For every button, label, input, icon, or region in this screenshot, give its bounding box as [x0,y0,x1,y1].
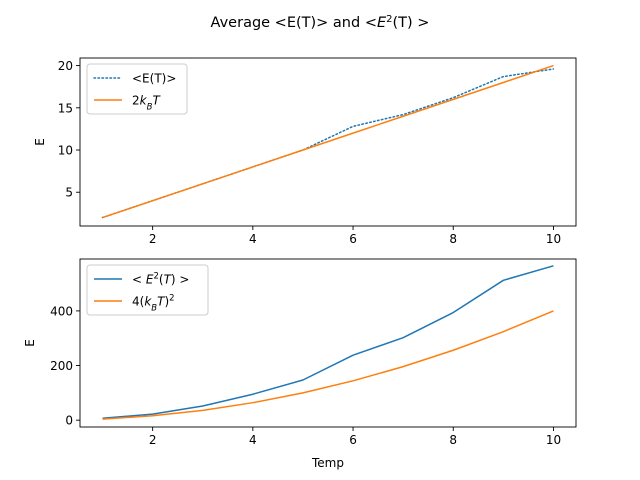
legend-label-part: E [146,273,154,287]
legend-label-part: 2 [132,94,140,108]
y-axis-label: E [33,138,47,146]
axes-frame [79,258,577,428]
legend-label-part: k [144,295,152,309]
y-tick-label: 5 [65,186,73,200]
legend-label-part: T [152,94,161,108]
legend: < E2(T) >4(kBT)2 [86,264,209,316]
legend-label-part: 2 [153,272,158,282]
legend-label-part: B [147,103,153,113]
x-tick-label: 6 [349,232,357,246]
legend-label-part: 4( [132,295,144,309]
legend-label: 4(kBT)2 [132,294,175,314]
legend-box [86,264,209,316]
x-axis-label: Temp [311,456,344,470]
x-tick-label: 6 [349,433,357,447]
y-tick-label: 0 [65,414,73,428]
legend-label-part: k [140,94,148,108]
legend-box [86,63,188,115]
legend-label-part: B [151,304,157,314]
y-tick-label: 10 [58,144,73,158]
figure-title-main: Average <E(T)> and < [211,15,377,31]
legend-label-part: ) > [171,273,190,287]
x-tick-label: 8 [449,232,457,246]
figure-title: Average <E(T)> and <E2(T) > [211,14,430,32]
legend-label-part: T [157,295,166,309]
x-tick-label: 4 [249,232,257,246]
x-tick-label: 8 [449,433,457,447]
legend-label-text: <E(T)> [132,72,176,86]
legend-label-part: ) [164,295,169,309]
legend-label-part: 2 [169,294,174,304]
x-tick-label: 2 [149,433,157,447]
y-tick-label: 200 [50,359,73,373]
series-line [102,265,554,420]
series-line [102,310,554,420]
figure-title-e: E [377,15,387,31]
x-tick-label: 2 [149,232,157,246]
y-tick-label: 15 [58,101,73,115]
figure-title-sup: 2 [386,14,392,25]
legend-label: <E(T)> [132,72,176,86]
y-tick-label: 20 [58,59,73,73]
legend-label: 2kBT [132,94,161,113]
figure-title-end: (T) > [393,15,430,31]
legend-label-part: T [164,273,173,287]
legend-label-part: < [132,273,146,287]
axes-frame [79,57,577,227]
x-tick-label: 4 [249,433,257,447]
legend-label: < E2(T) > [132,272,189,287]
y-axis-label: E [23,339,37,347]
legend-label-part: ( [159,273,164,287]
series-line [102,64,554,219]
legend: <E(T)> 2kBT [86,63,188,115]
x-tick-label: 10 [546,232,561,246]
x-tick-label: 10 [546,433,561,447]
y-tick-label: 400 [50,304,73,318]
